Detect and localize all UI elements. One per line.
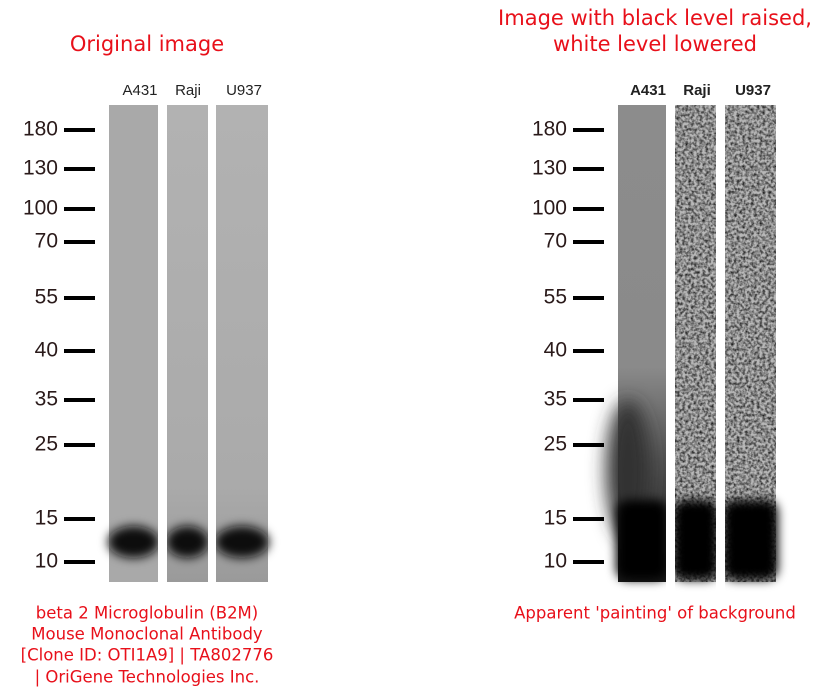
lane (109, 105, 158, 582)
blot (606, 100, 778, 590)
band (616, 500, 668, 580)
marker-label: 25 (544, 433, 567, 456)
marker-label: 40 (544, 339, 567, 362)
marker-label: 10 (544, 550, 567, 573)
panel-title: Original image (70, 32, 224, 56)
band (108, 526, 159, 558)
caption: Mouse Monoclonal Antibody (31, 625, 263, 644)
marker-label: 180 (23, 118, 58, 141)
marker-label: 130 (23, 157, 58, 180)
caption: Apparent 'painting' of background (514, 604, 796, 623)
gap (158, 100, 167, 590)
gap (716, 100, 725, 590)
band (723, 500, 778, 580)
marker-label: 15 (35, 507, 58, 530)
lane (216, 105, 268, 582)
marker-label: 180 (532, 118, 567, 141)
blot (108, 100, 270, 590)
lane-label: A431 (630, 82, 666, 99)
lane-label: U937 (226, 82, 262, 99)
gap (666, 100, 675, 590)
marker-label: 40 (35, 339, 58, 362)
marker-label: 35 (35, 388, 58, 411)
band (166, 526, 209, 558)
marker-label: 55 (35, 286, 58, 309)
band (673, 500, 718, 580)
band (214, 526, 270, 558)
panel-title: Image with black level raised, (498, 6, 812, 30)
lane-label: Raji (683, 82, 711, 99)
marker-label: 25 (35, 433, 58, 456)
caption: beta 2 Microglobulin (B2M) (36, 604, 258, 623)
caption: | OriGene Technologies Inc. (35, 668, 260, 687)
marker-label: 10 (35, 550, 58, 573)
lane-label: Raji (175, 82, 201, 99)
marker-label: 100 (23, 197, 58, 220)
marker-label: 70 (544, 230, 567, 253)
marker-label: 70 (35, 230, 58, 253)
lane-label: A431 (122, 82, 157, 99)
marker-label: 100 (532, 197, 567, 220)
caption: [Clone ID: OTI1A9] | TA802776 (21, 646, 274, 665)
lane (167, 105, 208, 582)
marker-label: 130 (532, 157, 567, 180)
marker-label: 15 (544, 507, 567, 530)
marker-label: 55 (544, 286, 567, 309)
lane-label: U937 (735, 82, 771, 99)
panel-title: white level lowered (553, 32, 757, 56)
gap (208, 100, 216, 590)
marker-label: 35 (544, 388, 567, 411)
